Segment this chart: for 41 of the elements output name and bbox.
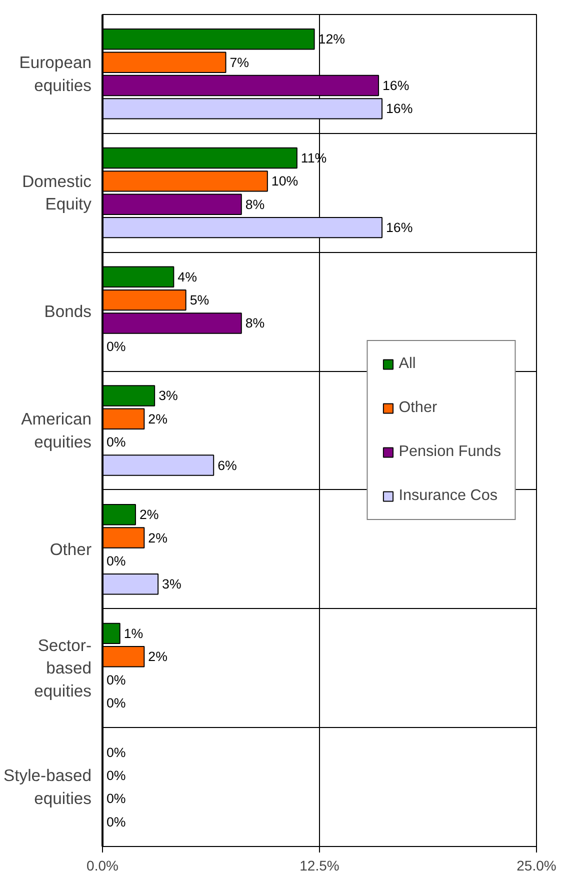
data-label: 2% xyxy=(139,507,159,522)
data-label: 5% xyxy=(190,292,210,308)
data-label: 10% xyxy=(271,174,298,189)
y-tick-label: Other xyxy=(50,540,92,559)
data-label: 2% xyxy=(148,411,168,426)
data-label: 12% xyxy=(318,32,346,47)
data-label: 0% xyxy=(106,434,126,450)
data-label: 16% xyxy=(386,220,413,236)
legend-label: Insurance Cos xyxy=(398,487,498,505)
data-label: 8% xyxy=(245,316,265,331)
data-label: 0% xyxy=(106,553,126,568)
data-label: 0% xyxy=(106,744,126,760)
x-tick-label: 25.0% xyxy=(516,858,556,874)
y-tick-label: European equities xyxy=(19,53,92,95)
y-tick-label: American equities xyxy=(21,410,92,452)
data-label: 3% xyxy=(162,576,182,592)
x-tick-label: 0.0% xyxy=(86,858,118,874)
x-tick-label: 12.5% xyxy=(300,858,340,874)
data-label: 0% xyxy=(106,695,126,710)
data-label: 4% xyxy=(178,269,198,284)
data-label: 3% xyxy=(158,388,178,404)
data-label: 0% xyxy=(106,672,126,688)
data-label: 0% xyxy=(106,814,126,830)
legend-label: Pension Funds xyxy=(398,443,501,461)
legend-label: All xyxy=(398,355,417,373)
data-label: 0% xyxy=(106,791,126,806)
data-label: 8% xyxy=(245,196,265,212)
data-label: 16% xyxy=(382,78,410,94)
y-tick-label: Style-based equities xyxy=(4,766,92,808)
y-tick-label: Bonds xyxy=(44,302,92,322)
y-tick-label: Sector-based equities xyxy=(34,636,92,701)
data-label: 0% xyxy=(106,338,126,354)
data-label: 1% xyxy=(124,626,144,641)
data-label: 16% xyxy=(386,101,413,116)
legend-label: Other xyxy=(398,399,438,417)
data-label: 2% xyxy=(148,649,168,664)
data-label: 6% xyxy=(218,458,238,473)
data-label: 2% xyxy=(148,530,168,546)
data-label: 0% xyxy=(106,768,126,783)
y-tick-label: Domestic Equity xyxy=(22,172,92,214)
data-label: 7% xyxy=(230,54,250,70)
